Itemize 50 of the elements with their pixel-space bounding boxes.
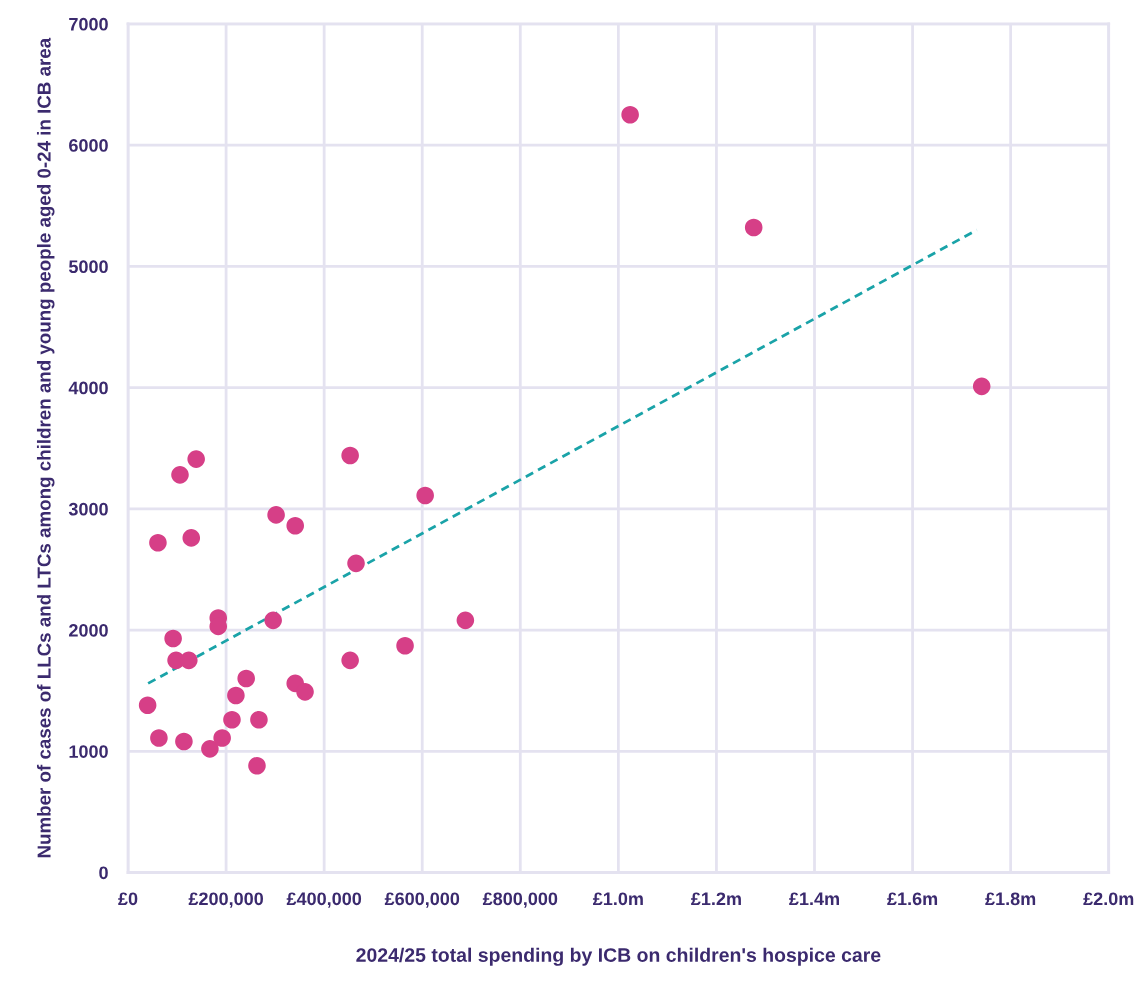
point: [296, 683, 314, 701]
point: [248, 757, 266, 775]
y-tick-label: 2000: [69, 623, 108, 637]
point: [138, 696, 157, 714]
point: [341, 446, 359, 465]
point: [201, 740, 219, 758]
point: [456, 611, 475, 630]
x-tick-label: £1.2m: [691, 892, 741, 906]
y-axis-title: Number of cases of LLCs and LTCs among children and young people aged 0-24 in ICB area: [36, 37, 55, 858]
point: [972, 377, 991, 396]
point: [396, 637, 414, 655]
y-tick-label: 5000: [68, 260, 108, 274]
x-tick-label: £1.0m: [592, 892, 643, 906]
point: [180, 651, 198, 670]
point: [267, 506, 285, 524]
y-tick-label: 4000: [68, 381, 108, 395]
x-axis-title: 2024/25 total spending by ICB on children's hospice care: [356, 947, 881, 966]
y-tick-label: 7000: [69, 17, 108, 31]
point: [223, 710, 241, 729]
point: [250, 710, 268, 729]
x-tick-label: £0: [118, 892, 138, 906]
point: [213, 729, 231, 747]
point: [341, 651, 359, 670]
x-tick-label: £1.8m: [985, 892, 1036, 906]
x-tick-label: £1.4m: [789, 892, 839, 906]
y-tick-label: 6000: [69, 139, 108, 152]
point: [175, 732, 193, 751]
point: [150, 729, 168, 747]
point: [164, 629, 182, 648]
point: [187, 450, 205, 468]
point: [227, 686, 245, 705]
x-tick-label: £200,000: [188, 892, 263, 908]
x-tick-label: £1.6m: [887, 892, 938, 906]
point: [744, 218, 763, 237]
point: [264, 611, 282, 630]
y-tick-label: 3000: [68, 502, 108, 516]
x-tick-label: £800,000: [482, 892, 558, 908]
point: [182, 529, 201, 547]
point: [347, 554, 365, 573]
point: [237, 669, 255, 688]
point: [621, 106, 639, 124]
point: [149, 533, 167, 552]
x-tick-label: £600,000: [384, 892, 460, 908]
y-tick-label: 1000: [69, 745, 108, 758]
point: [286, 517, 305, 535]
x-tick-label: £400,000: [286, 892, 362, 908]
point: [171, 466, 189, 484]
x-tick-label: £2.0m: [1083, 892, 1134, 906]
y-tick-label: 0: [99, 866, 108, 880]
point: [416, 486, 434, 505]
